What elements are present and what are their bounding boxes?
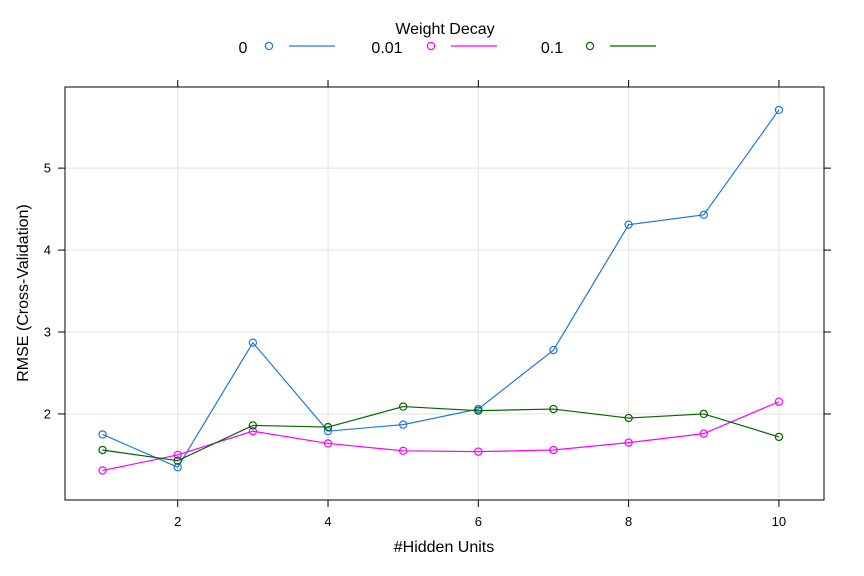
data-point: [173, 456, 182, 465]
data-point: [549, 404, 558, 414]
data-point: [474, 406, 483, 415]
data-point: [774, 397, 784, 406]
data-point: [248, 426, 258, 436]
legend-point-marker: [264, 41, 274, 51]
legend-title: Weight Decay: [395, 21, 494, 38]
plot-panel: [64, 86, 825, 501]
series-line-0: [102, 109, 780, 468]
data-point: [474, 447, 483, 456]
x-tick-label: 4: [324, 514, 331, 529]
legend-item: 0.1: [541, 40, 656, 57]
legend-item: 0.01: [371, 40, 497, 57]
x-tick-label: 2: [174, 514, 181, 529]
data-point: [549, 445, 558, 455]
data-point: [699, 409, 708, 419]
series-line-2: [102, 405, 780, 462]
legend: Weight Decay 0 0.01 0.1: [239, 21, 656, 57]
data-point: [98, 430, 107, 439]
data-point: [323, 422, 333, 432]
data-point: [248, 338, 258, 347]
axis-ticks: 2 4 6 8 10 2 3 4 5: [44, 80, 831, 529]
data-point: [549, 345, 558, 355]
data-point: [98, 466, 107, 475]
y-tick-label: 3: [44, 325, 51, 340]
y-tick-label: 2: [44, 406, 51, 421]
legend-point-marker: [585, 41, 595, 51]
series-layer: [98, 105, 784, 475]
data-point: [699, 429, 708, 438]
x-axis-label: #Hidden Units: [394, 539, 495, 556]
legend-label: 0: [239, 40, 248, 57]
x-tick-label: 6: [475, 514, 482, 529]
data-point: [774, 105, 784, 115]
legend-point-marker: [426, 41, 436, 51]
series-line-1: [102, 401, 780, 472]
grid: [65, 87, 824, 500]
data-point: [398, 402, 408, 411]
data-point: [624, 413, 633, 423]
data-point: [398, 420, 408, 429]
data-point: [323, 439, 333, 448]
x-tick-label: 10: [772, 514, 786, 529]
x-tick-label: 8: [625, 514, 632, 529]
y-tick-label: 4: [44, 243, 51, 258]
data-point: [173, 450, 182, 460]
data-point: [398, 446, 408, 456]
data-point: [98, 445, 107, 455]
data-point: [624, 438, 633, 447]
data-point: [173, 463, 182, 472]
legend-label: 0.01: [371, 40, 402, 57]
legend-item: 0: [239, 40, 335, 57]
y-tick-label: 5: [44, 161, 51, 176]
data-point: [774, 432, 784, 442]
data-point: [248, 421, 258, 430]
data-point: [624, 220, 633, 229]
data-point: [699, 210, 708, 220]
legend-label: 0.1: [541, 40, 563, 57]
y-axis-label: RMSE (Cross-Validation): [15, 204, 32, 382]
